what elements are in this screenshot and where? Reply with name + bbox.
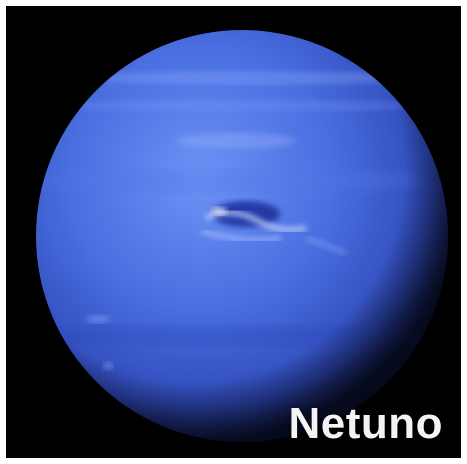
neptune-planet <box>36 30 448 442</box>
caption-label: Netuno <box>288 399 443 448</box>
planet-limb-shadow <box>36 30 448 442</box>
